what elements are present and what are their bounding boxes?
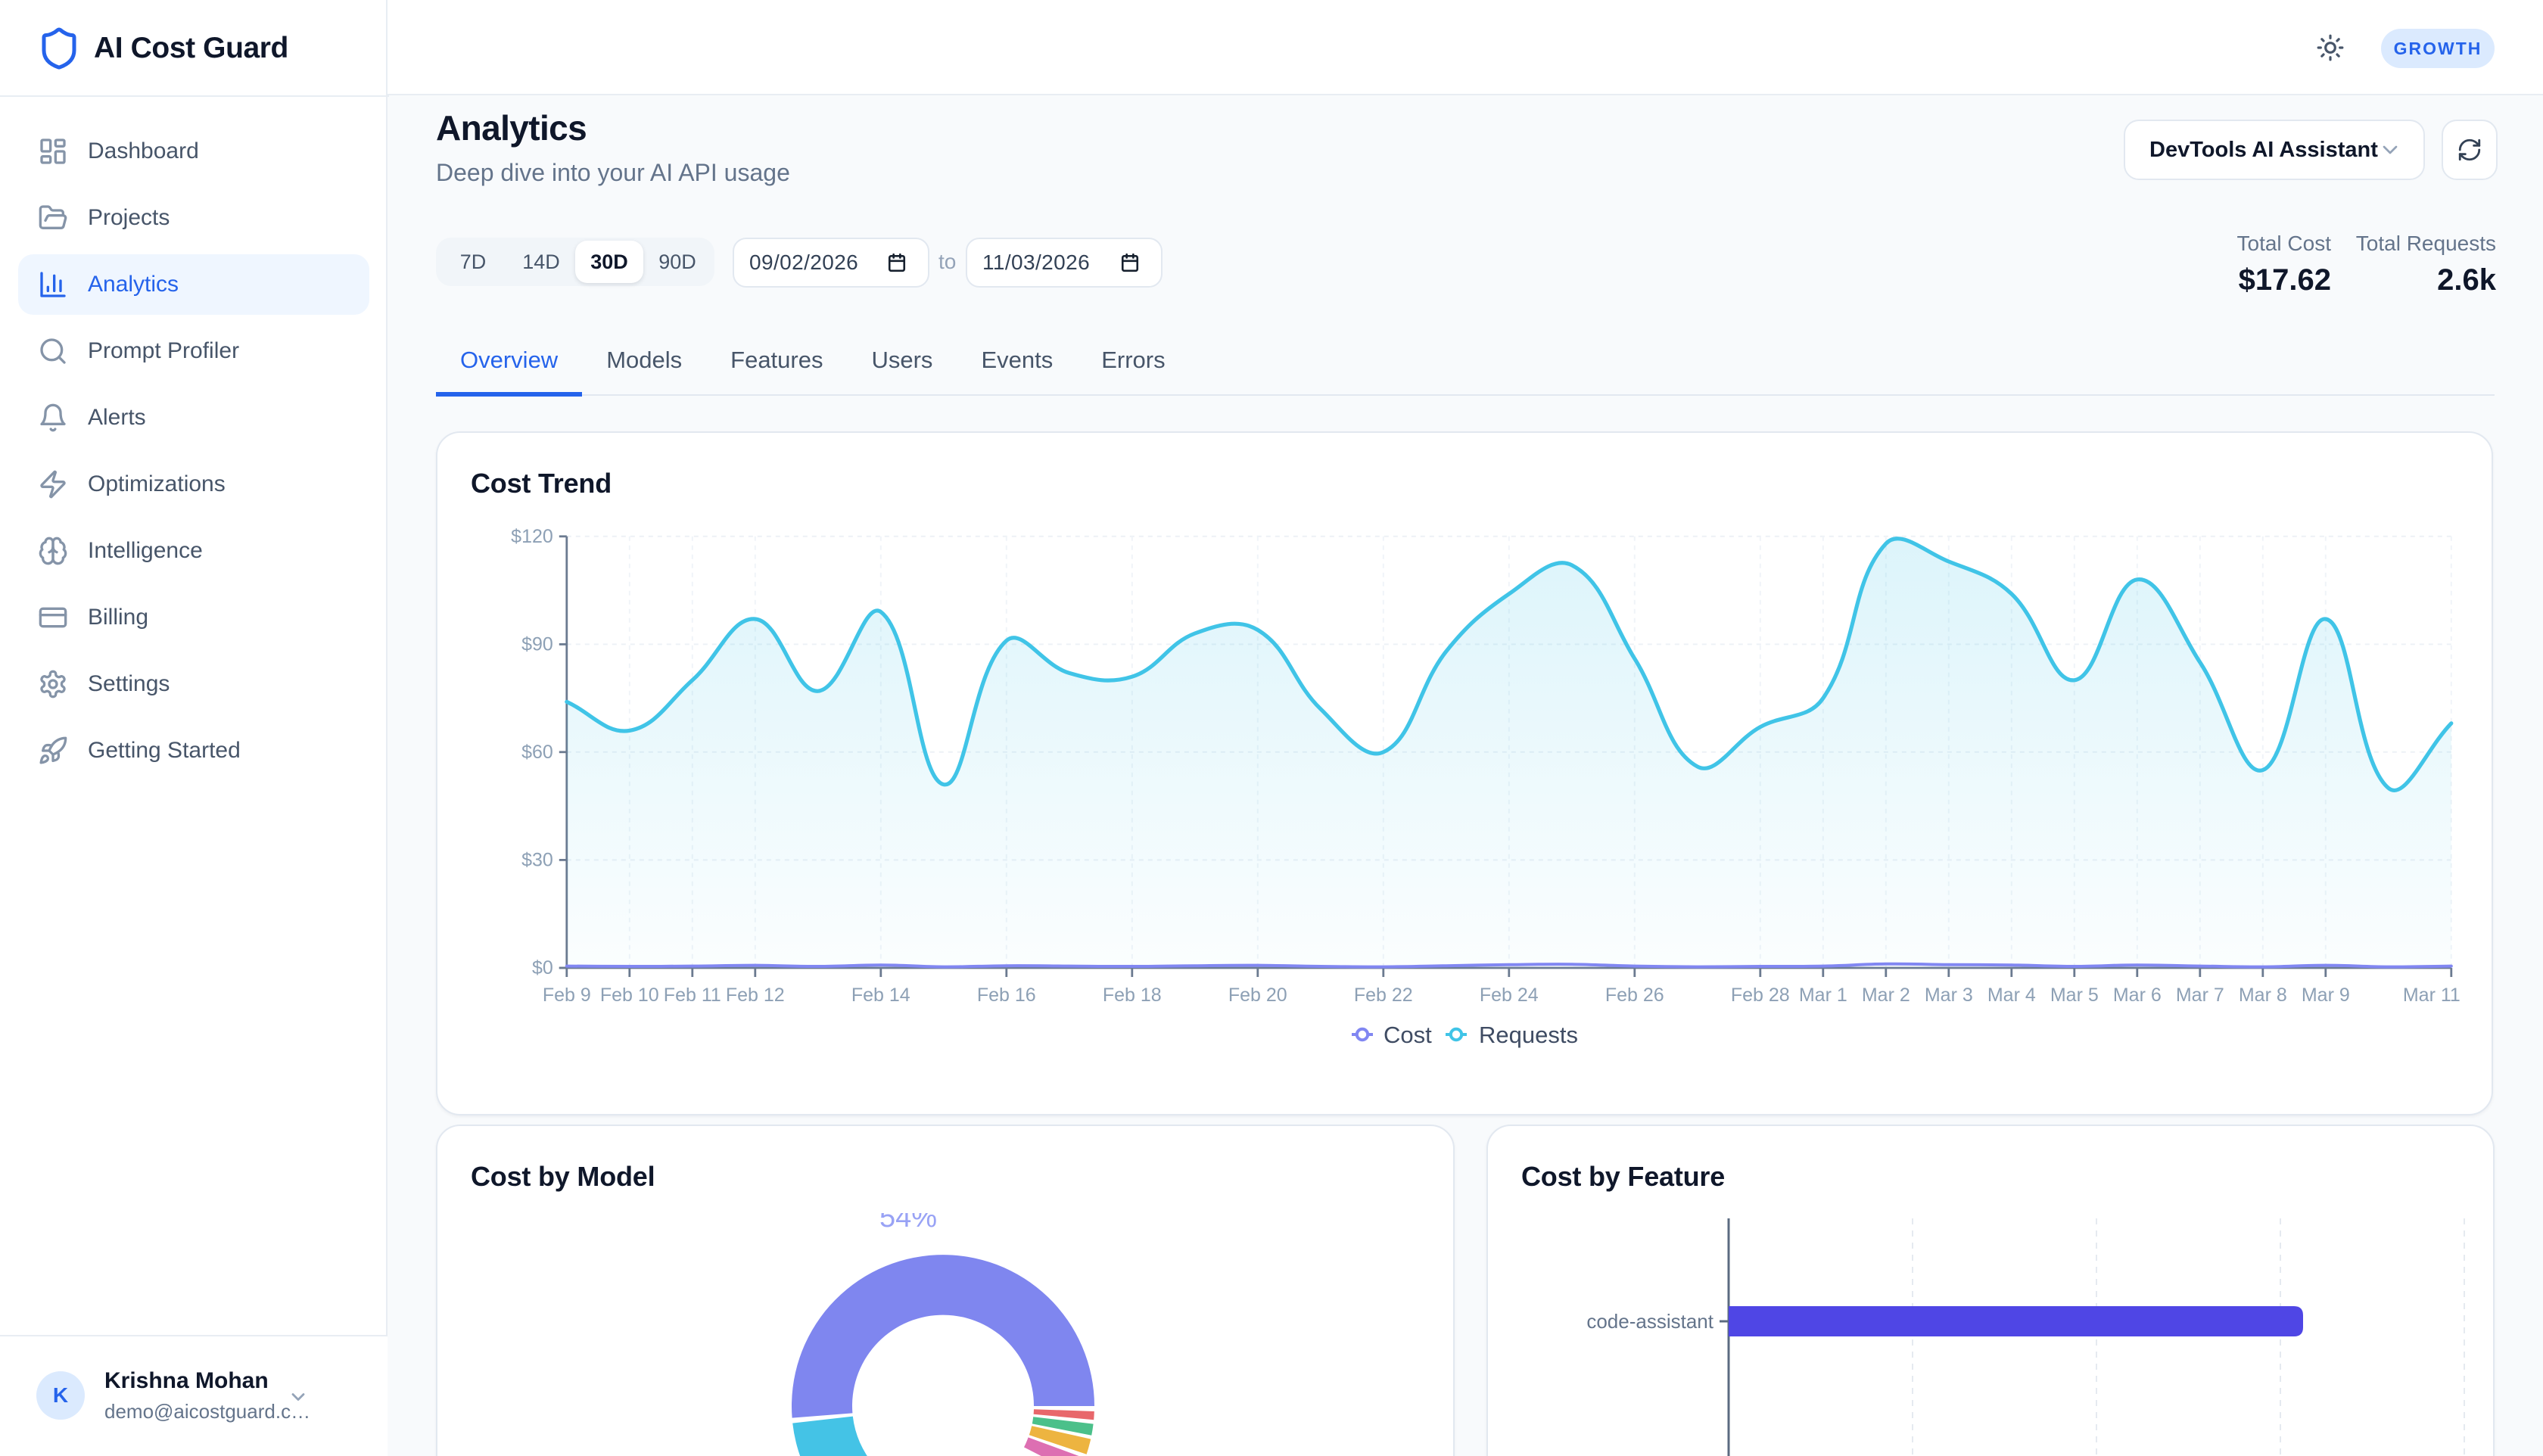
svg-text:Feb 28: Feb 28 — [1731, 985, 1790, 1006]
svg-text:$60: $60 — [521, 742, 553, 763]
svg-text:$90: $90 — [521, 633, 553, 655]
svg-text:Feb 22: Feb 22 — [1354, 985, 1413, 1006]
svg-text:$0: $0 — [532, 957, 553, 978]
svg-text:Feb 10: Feb 10 — [600, 985, 659, 1006]
svg-text:Mar 1: Mar 1 — [1799, 985, 1847, 1006]
svg-text:Feb 9: Feb 9 — [543, 985, 591, 1006]
svg-text:Feb 11: Feb 11 — [664, 985, 721, 1006]
svg-text:Feb 20: Feb 20 — [1228, 985, 1287, 1006]
svg-text:Mar 6: Mar 6 — [2113, 985, 2162, 1006]
svg-text:Feb 18: Feb 18 — [1103, 985, 1162, 1006]
svg-text:Feb 16: Feb 16 — [977, 985, 1036, 1006]
svg-text:Feb 14: Feb 14 — [851, 985, 910, 1006]
svg-text:Feb 26: Feb 26 — [1605, 985, 1664, 1006]
svg-text:Mar 3: Mar 3 — [1925, 985, 1973, 1006]
svg-text:Mar 9: Mar 9 — [2302, 985, 2350, 1006]
svg-text:Cost: Cost — [1384, 1022, 1432, 1048]
svg-text:Feb 12: Feb 12 — [726, 985, 785, 1006]
svg-text:Feb 24: Feb 24 — [1480, 985, 1539, 1006]
svg-text:$120: $120 — [511, 526, 553, 547]
svg-text:Mar 5: Mar 5 — [2050, 985, 2099, 1006]
svg-text:$30: $30 — [521, 849, 553, 870]
svg-text:Requests: Requests — [1479, 1022, 1578, 1048]
svg-text:Mar 8: Mar 8 — [2239, 985, 2287, 1006]
svg-text:code-assistant: code-assistant — [1586, 1310, 1713, 1333]
svg-text:54%: 54% — [879, 1213, 937, 1234]
svg-text:Mar 2: Mar 2 — [1862, 985, 1910, 1006]
svg-text:Mar 11: Mar 11 — [2403, 985, 2461, 1006]
svg-text:Mar 4: Mar 4 — [1987, 985, 2036, 1006]
svg-text:Mar 7: Mar 7 — [2176, 985, 2224, 1006]
